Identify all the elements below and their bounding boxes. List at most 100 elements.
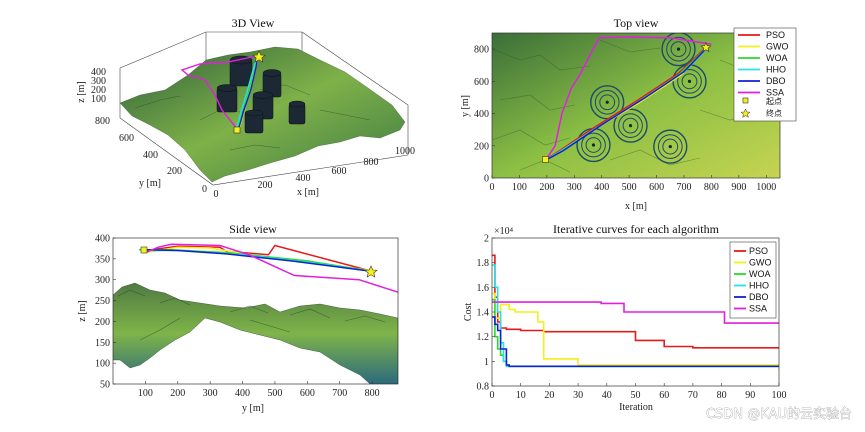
curve-dbo bbox=[492, 316, 779, 368]
x-tick-label: 40 bbox=[602, 390, 612, 401]
side-path-dbo bbox=[145, 248, 373, 273]
x-axis-label: x [m] bbox=[625, 201, 647, 212]
y-tick-label: 800 bbox=[95, 116, 110, 127]
x-tick-label: 1000 bbox=[395, 146, 415, 157]
curve-ssa bbox=[492, 301, 779, 324]
threat-center bbox=[687, 79, 692, 83]
x-tick-label: 100 bbox=[772, 390, 787, 401]
x-tick-label: 100 bbox=[138, 388, 153, 399]
threat-ring bbox=[666, 36, 691, 62]
x-tick-label: 900 bbox=[731, 182, 746, 193]
threat-ring bbox=[622, 117, 639, 134]
paths-3d bbox=[180, 55, 260, 132]
panel-3d-view: 3D View bbox=[76, 16, 415, 200]
end-marker bbox=[700, 41, 712, 53]
threat-ring bbox=[599, 94, 616, 111]
legend-label: GWO bbox=[749, 258, 772, 268]
side-path-ssa bbox=[145, 243, 398, 293]
chart-title: Side view bbox=[229, 222, 277, 236]
threat-ring bbox=[657, 134, 683, 159]
y-tick-label: 200 bbox=[167, 166, 182, 177]
x-tick-label: 90 bbox=[745, 390, 755, 401]
x-tick-label: 100 bbox=[512, 182, 527, 193]
x-tick-label: 700 bbox=[332, 388, 347, 399]
z-tick-label: 100 bbox=[91, 94, 106, 105]
x-tick-label: 600 bbox=[332, 166, 347, 177]
path-3d-dbo bbox=[237, 55, 259, 132]
y-tick-label: 600 bbox=[474, 77, 489, 88]
z-tick-label: 400 bbox=[91, 67, 106, 78]
x-tick-label: 10 bbox=[516, 390, 526, 401]
legend-start-label: 起点 bbox=[766, 97, 782, 106]
threat-ring bbox=[581, 132, 606, 158]
start-marker bbox=[542, 156, 549, 163]
y-tick-label: 1.6 bbox=[477, 283, 490, 294]
panel-iterative-curves: Iterative curves for each algorithm ×10⁴… bbox=[463, 222, 787, 413]
side-view-paths bbox=[138, 243, 398, 293]
y-tick-label: 50 bbox=[100, 380, 110, 391]
x-tick-label: 600 bbox=[300, 388, 315, 399]
x-tick-label: 200 bbox=[539, 182, 554, 193]
x-tick-label: 400 bbox=[235, 388, 250, 399]
y-tick-label: 200 bbox=[474, 141, 489, 152]
x-tick-label: 200 bbox=[258, 180, 273, 191]
y-tick-label: 400 bbox=[474, 109, 489, 120]
terrain-profile bbox=[113, 282, 398, 384]
x-axis-ticks: 0 100 200 300 400 500 600 700 800 900 1000 bbox=[490, 175, 776, 193]
x-tick-label: 0 bbox=[214, 189, 219, 200]
y-axis-ticks: 800 600 400 200 0 bbox=[95, 116, 207, 195]
y-tick-label: 1 bbox=[484, 357, 489, 368]
legend-label: WOA bbox=[766, 53, 788, 63]
x-tick-label: 300 bbox=[203, 388, 218, 399]
start-marker bbox=[140, 246, 148, 254]
x-axis-label: Iteration bbox=[619, 402, 653, 413]
start-marker bbox=[233, 126, 241, 134]
x-tick-label: 60 bbox=[659, 390, 669, 401]
y-tick-label: 400 bbox=[95, 234, 110, 245]
path-3d-ssa bbox=[180, 55, 258, 131]
legend-label: PSO bbox=[766, 30, 785, 40]
legend-label: HHO bbox=[749, 281, 769, 291]
legend-label: DBO bbox=[766, 76, 786, 86]
threat-ring bbox=[653, 129, 688, 164]
threat-zones bbox=[576, 33, 707, 164]
x-tick-label: 1000 bbox=[756, 182, 776, 193]
y-tick-label: 300 bbox=[95, 275, 110, 286]
watermark: CSDN @KAU的云实验台 bbox=[706, 406, 852, 422]
z-axis-label: z [m] bbox=[76, 81, 87, 102]
x-tick-label: 800 bbox=[364, 157, 379, 168]
legend-label: WOA bbox=[749, 269, 771, 279]
legend-label: HHO bbox=[766, 65, 786, 75]
threat-ring bbox=[677, 68, 702, 94]
axes-frame bbox=[112, 237, 399, 385]
threat-ring bbox=[618, 113, 643, 138]
panel-side-view: Side view 100 200 300 400 500 600 700 800 50 100… bbox=[77, 222, 399, 414]
y-axis-label: y [m] bbox=[139, 178, 161, 189]
x-tick-label: 500 bbox=[622, 182, 637, 193]
y-tick-label: 350 bbox=[95, 254, 110, 265]
threat-ring bbox=[613, 108, 648, 143]
top-view-paths bbox=[542, 36, 712, 163]
legend-label: SSA bbox=[749, 304, 767, 314]
path-3d-hho bbox=[235, 56, 258, 132]
end-marker bbox=[364, 265, 378, 278]
x-tick-label: 0 bbox=[490, 182, 495, 193]
y-tick-label: 800 bbox=[474, 45, 489, 56]
z-axis-ticks: 400 300 200 100 bbox=[91, 67, 106, 105]
x-tick-label: 0 bbox=[490, 390, 495, 401]
threat-center bbox=[591, 143, 596, 147]
y-tick-label: 400 bbox=[143, 150, 158, 161]
curve-gwo bbox=[492, 292, 779, 370]
z-tick-label: 200 bbox=[91, 85, 106, 96]
y-tick-label: 0 bbox=[202, 184, 207, 195]
chart-title: 3D View bbox=[232, 16, 275, 30]
threat-center bbox=[668, 144, 672, 149]
legend-label: DBO bbox=[749, 292, 769, 302]
x-tick-label: 500 bbox=[267, 388, 282, 399]
threat-center bbox=[628, 124, 633, 128]
x-tick-label: 400 bbox=[594, 182, 609, 193]
x-tick-label: 200 bbox=[170, 388, 185, 399]
x-tick-label: 800 bbox=[365, 388, 380, 399]
threat-ring bbox=[670, 41, 687, 58]
